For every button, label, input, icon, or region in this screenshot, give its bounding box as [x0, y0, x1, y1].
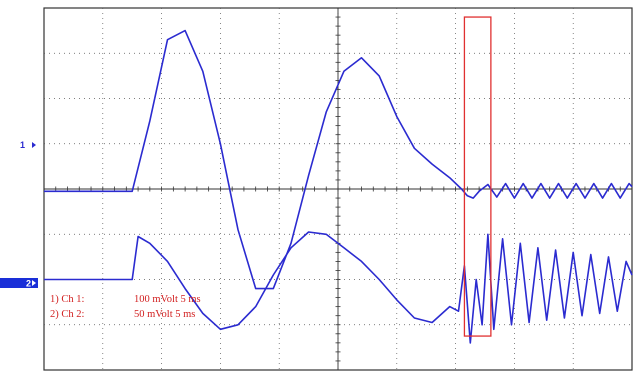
trace-ch2-line [44, 231, 633, 344]
channel-2-arrow-icon [32, 280, 36, 286]
trace-ch1 [44, 29, 633, 344]
channel-2-marker-label: 2 [26, 279, 31, 289]
legend-ch1-scale: 100 mVolt 5 ms [134, 294, 201, 305]
trace-ch1-line [44, 29, 633, 290]
channel-1-marker: 1 [20, 140, 36, 150]
legend-ch2-label: 2) Ch 2: [50, 309, 85, 320]
channel-2-marker: 2 [0, 278, 38, 289]
legend-ch1-label: 1) Ch 1: [50, 294, 85, 305]
legend-ch2-scale: 50 mVolt 5 ms [134, 309, 195, 320]
highlight-box [463, 16, 492, 337]
channel-2-marker-bg [0, 278, 38, 288]
channel-1-arrow-icon [32, 142, 36, 148]
channel-1-marker-label: 1 [20, 140, 25, 150]
channel-legend: 1) Ch 1: 100 mVolt 5 ms 2) Ch 2: 50 mVol… [50, 294, 201, 320]
grid [43, 7, 633, 371]
